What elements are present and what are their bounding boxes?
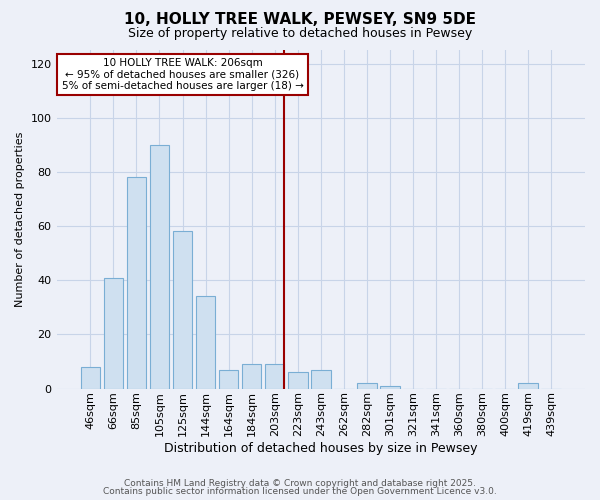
Text: Size of property relative to detached houses in Pewsey: Size of property relative to detached ho… [128, 28, 472, 40]
Bar [219, 370, 238, 388]
Text: Contains public sector information licensed under the Open Government Licence v3: Contains public sector information licen… [103, 487, 497, 496]
Y-axis label: Number of detached properties: Number of detached properties [15, 132, 25, 307]
Bar [80, 367, 100, 388]
Bar [380, 386, 400, 388]
Bar [242, 364, 262, 388]
Text: 10 HOLLY TREE WALK: 206sqm
← 95% of detached houses are smaller (326)
5% of semi: 10 HOLLY TREE WALK: 206sqm ← 95% of deta… [62, 58, 304, 92]
Bar [311, 370, 331, 388]
X-axis label: Distribution of detached houses by size in Pewsey: Distribution of detached houses by size … [164, 442, 478, 455]
Bar [173, 232, 193, 388]
Bar [288, 372, 308, 388]
Text: 10, HOLLY TREE WALK, PEWSEY, SN9 5DE: 10, HOLLY TREE WALK, PEWSEY, SN9 5DE [124, 12, 476, 28]
Bar [265, 364, 284, 388]
Text: Contains HM Land Registry data © Crown copyright and database right 2025.: Contains HM Land Registry data © Crown c… [124, 478, 476, 488]
Bar [518, 383, 538, 388]
Bar [149, 145, 169, 388]
Bar [357, 383, 377, 388]
Bar [104, 278, 123, 388]
Bar [127, 178, 146, 388]
Bar [196, 296, 215, 388]
